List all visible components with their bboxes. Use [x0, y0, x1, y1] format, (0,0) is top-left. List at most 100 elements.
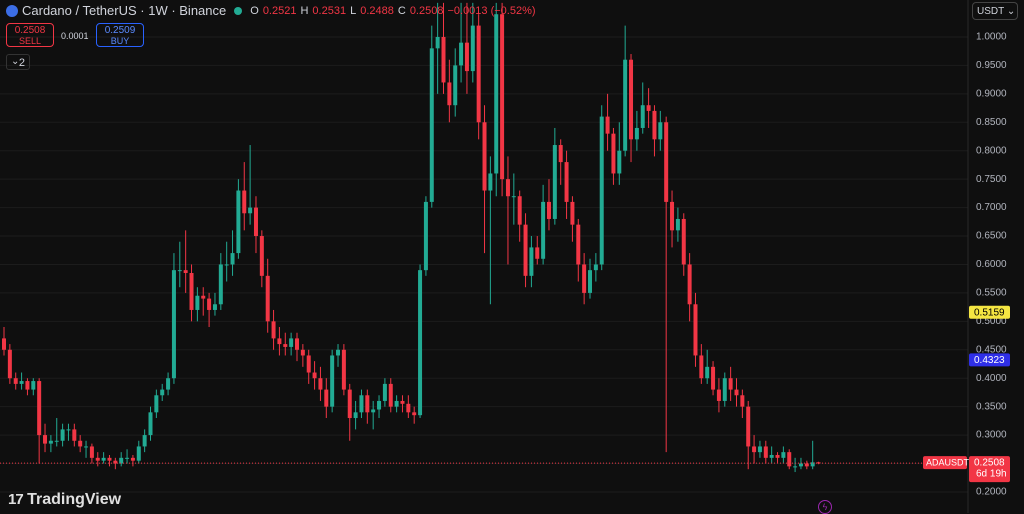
sell-button[interactable]: 0.2508 SELL: [6, 23, 54, 47]
candle-body: [119, 457, 124, 464]
l-label: L: [350, 4, 357, 17]
buy-button[interactable]: 0.2509 BUY: [96, 23, 144, 47]
candle-body: [43, 435, 48, 444]
branding: 17 TradingView: [8, 491, 122, 508]
candle-body: [277, 338, 282, 345]
currency-select[interactable]: USDT ⌄: [972, 2, 1018, 20]
candle-body: [107, 457, 112, 461]
candle-body: [89, 446, 94, 458]
y-tick-label: 0.3500: [976, 401, 1007, 412]
symbol[interactable]: Cardano / TetherUS · 1W · Binance: [22, 3, 227, 18]
y-tick-label: 0.8000: [976, 145, 1007, 156]
candle-body: [371, 409, 376, 413]
candle-body: [289, 338, 294, 347]
candle-body: [248, 207, 253, 214]
candle-body: [166, 378, 171, 390]
candle-body: [242, 190, 247, 214]
candle-body: [195, 295, 200, 310]
candle-body: [793, 466, 798, 468]
candle-body: [699, 355, 704, 379]
candle-body: [13, 378, 18, 384]
candle-body: [95, 457, 100, 461]
candle-body: [230, 253, 235, 265]
y-tick-label: 0.5000: [976, 316, 1007, 327]
symbol-tag: ADAUSDT: [926, 457, 970, 467]
candle-body: [763, 446, 768, 458]
candle-body: [283, 344, 288, 347]
candle-body: [599, 116, 604, 265]
candle-body: [734, 389, 739, 396]
candle-body: [84, 446, 89, 448]
candle-body: [406, 403, 411, 413]
candle-body: [253, 207, 258, 237]
candle-body: [629, 59, 634, 140]
candle-body: [447, 82, 452, 106]
low: 0.2488: [360, 4, 394, 17]
candle-body: [142, 435, 147, 447]
candle-body: [183, 270, 188, 273]
candle-body: [605, 116, 610, 134]
candle-body: [798, 463, 803, 467]
candle-body: [136, 446, 141, 461]
candle-body: [224, 264, 229, 266]
spread: 0.0001: [61, 31, 89, 41]
candle-body: [324, 389, 329, 407]
change: −0.0013 (−0.52%): [447, 4, 536, 17]
candle-body: [658, 122, 663, 140]
candle-body: [582, 264, 587, 293]
candle-body: [752, 446, 757, 453]
candle-body: [54, 440, 59, 442]
candle-body: [160, 389, 165, 396]
candle-body: [687, 264, 692, 305]
sell-label: SELL: [18, 36, 42, 46]
status-dot: [234, 6, 243, 15]
countdown: 6d 19h: [976, 469, 1007, 480]
candle-body: [775, 454, 780, 458]
candle-body: [517, 196, 522, 225]
candle-body: [435, 36, 440, 49]
candle-body: [470, 25, 475, 72]
candle-body: [66, 429, 71, 431]
price-label: 0.4323: [974, 355, 1005, 366]
candle-body: [810, 462, 815, 467]
candle-body: [570, 201, 575, 225]
sell-price: 0.2508: [14, 25, 46, 36]
close: 0.2508: [409, 4, 444, 17]
last-price-box: [969, 456, 1010, 483]
candle-body: [670, 201, 675, 231]
candle-body: [529, 247, 534, 276]
candle-body: [312, 372, 317, 379]
candle-body: [505, 179, 510, 197]
candle-body: [336, 349, 341, 356]
candle-body: [716, 389, 721, 401]
candle-body: [382, 383, 387, 401]
candle-body: [236, 190, 241, 254]
candle-body: [2, 338, 6, 350]
candle-body: [611, 133, 616, 174]
candle-body: [72, 429, 77, 441]
candle-body: [207, 298, 212, 310]
candle-body: [265, 275, 270, 322]
candle-body: [48, 440, 53, 444]
candle-body: [148, 412, 153, 436]
y-tick-label: 0.8500: [976, 117, 1007, 128]
y-tick-label: 0.5500: [976, 288, 1007, 299]
indicators-toggle[interactable]: ⌄ 2: [6, 54, 30, 70]
buy-price: 0.2509: [104, 25, 136, 36]
candle-body: [552, 145, 557, 219]
candle-body: [60, 429, 65, 441]
alert-icon[interactable]: ϟ: [818, 500, 832, 514]
candle-body: [546, 201, 551, 219]
logo: [6, 4, 18, 17]
candle-body: [412, 412, 417, 416]
candle-body: [7, 349, 12, 379]
candle-body: [640, 105, 645, 128]
candle-body: [482, 122, 487, 191]
candle-body: [130, 457, 135, 461]
candle-body: [617, 150, 622, 174]
candle-body: [634, 127, 639, 140]
h-label: H: [300, 4, 309, 17]
candle-body: [746, 406, 751, 447]
